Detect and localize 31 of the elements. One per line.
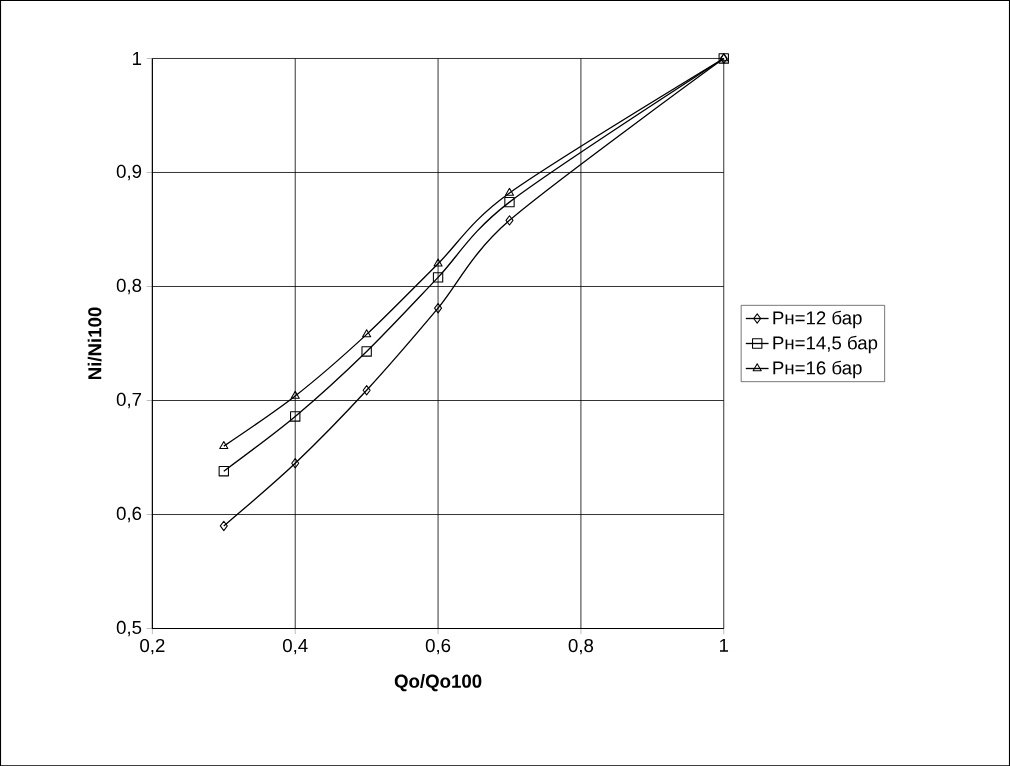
point xyxy=(218,465,229,477)
point xyxy=(504,196,515,208)
point xyxy=(290,390,300,399)
x-tick-label: 1 xyxy=(720,638,729,652)
y-tick-label: 0,7 xyxy=(116,392,142,409)
point xyxy=(434,302,443,314)
point xyxy=(219,440,229,449)
y-tick-label: 0,5 xyxy=(116,620,142,637)
x-tick-label: 0,4 xyxy=(282,638,308,655)
y-tick-label: 0,8 xyxy=(116,278,142,295)
x-tick-label: 0,2 xyxy=(140,638,165,655)
point xyxy=(504,187,515,196)
point xyxy=(219,520,228,531)
point xyxy=(433,258,443,267)
point xyxy=(362,384,371,396)
x-tick-label: 0,6 xyxy=(425,638,451,655)
point xyxy=(361,346,372,357)
x-axis-title: Qo/Qo100 xyxy=(394,674,482,692)
y-axis-title: Ni/Ni100 xyxy=(87,307,102,379)
legend-label: Pн=12 бар xyxy=(773,310,862,329)
point xyxy=(362,329,372,338)
y-tick-label: 0,6 xyxy=(116,506,142,523)
legend-label: Pн=14,5 бар xyxy=(773,335,878,354)
x-tick-label: 0,8 xyxy=(568,638,594,655)
point xyxy=(505,215,514,226)
legend-label: Pн=16 бар xyxy=(773,360,862,379)
y-tick-label: 0,9 xyxy=(116,164,142,181)
y-tick-label: 1 xyxy=(133,51,142,65)
point xyxy=(432,272,444,283)
point xyxy=(291,457,300,469)
point xyxy=(290,411,301,422)
